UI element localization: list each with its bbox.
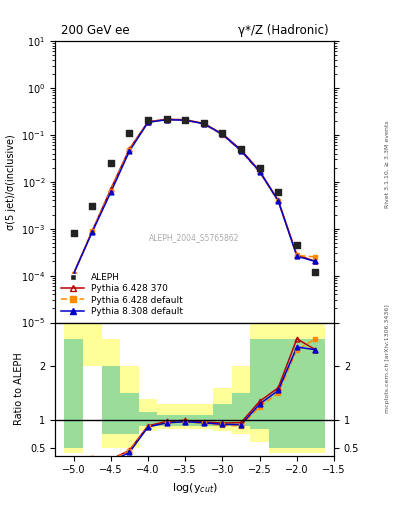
Point: [145, 116, 151, 124]
Point: [201, 119, 207, 127]
Text: ALEPH_2004_S5765862: ALEPH_2004_S5765862: [149, 233, 240, 243]
Text: 200 GeV ee: 200 GeV ee: [61, 24, 129, 37]
Point: [163, 115, 170, 123]
X-axis label: log(y$_{cut}$): log(y$_{cut}$): [171, 481, 218, 495]
Point: [312, 268, 319, 276]
Point: [182, 116, 188, 124]
Point: [108, 159, 114, 167]
Point: [89, 202, 95, 210]
Point: [257, 163, 263, 172]
Point: [126, 129, 132, 137]
Point: [70, 229, 77, 238]
Text: mcplots.cern.ch [arXiv:1306.3436]: mcplots.cern.ch [arXiv:1306.3436]: [385, 304, 389, 413]
Text: γ*/Z (Hadronic): γ*/Z (Hadronic): [238, 24, 329, 37]
Point: [219, 129, 226, 137]
Point: [238, 145, 244, 153]
Point: [294, 241, 300, 249]
Y-axis label: σ(5 jet)/σ(inclusive): σ(5 jet)/σ(inclusive): [6, 134, 16, 230]
Point: [275, 188, 281, 196]
Text: Rivet 3.1.10, ≥ 3.3M events: Rivet 3.1.10, ≥ 3.3M events: [385, 120, 389, 208]
Y-axis label: Ratio to ALEPH: Ratio to ALEPH: [15, 353, 24, 425]
Legend: ALEPH, Pythia 6.428 370, Pythia 6.428 default, Pythia 8.308 default: ALEPH, Pythia 6.428 370, Pythia 6.428 de…: [58, 269, 187, 320]
